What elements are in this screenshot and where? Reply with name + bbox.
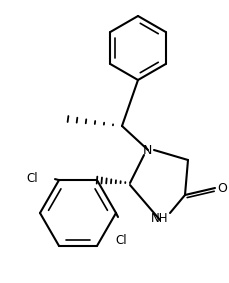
Text: Cl: Cl	[115, 234, 126, 247]
Text: N: N	[142, 145, 151, 158]
Text: O: O	[216, 181, 226, 194]
Text: NH: NH	[151, 211, 168, 224]
Text: Cl: Cl	[26, 171, 38, 185]
